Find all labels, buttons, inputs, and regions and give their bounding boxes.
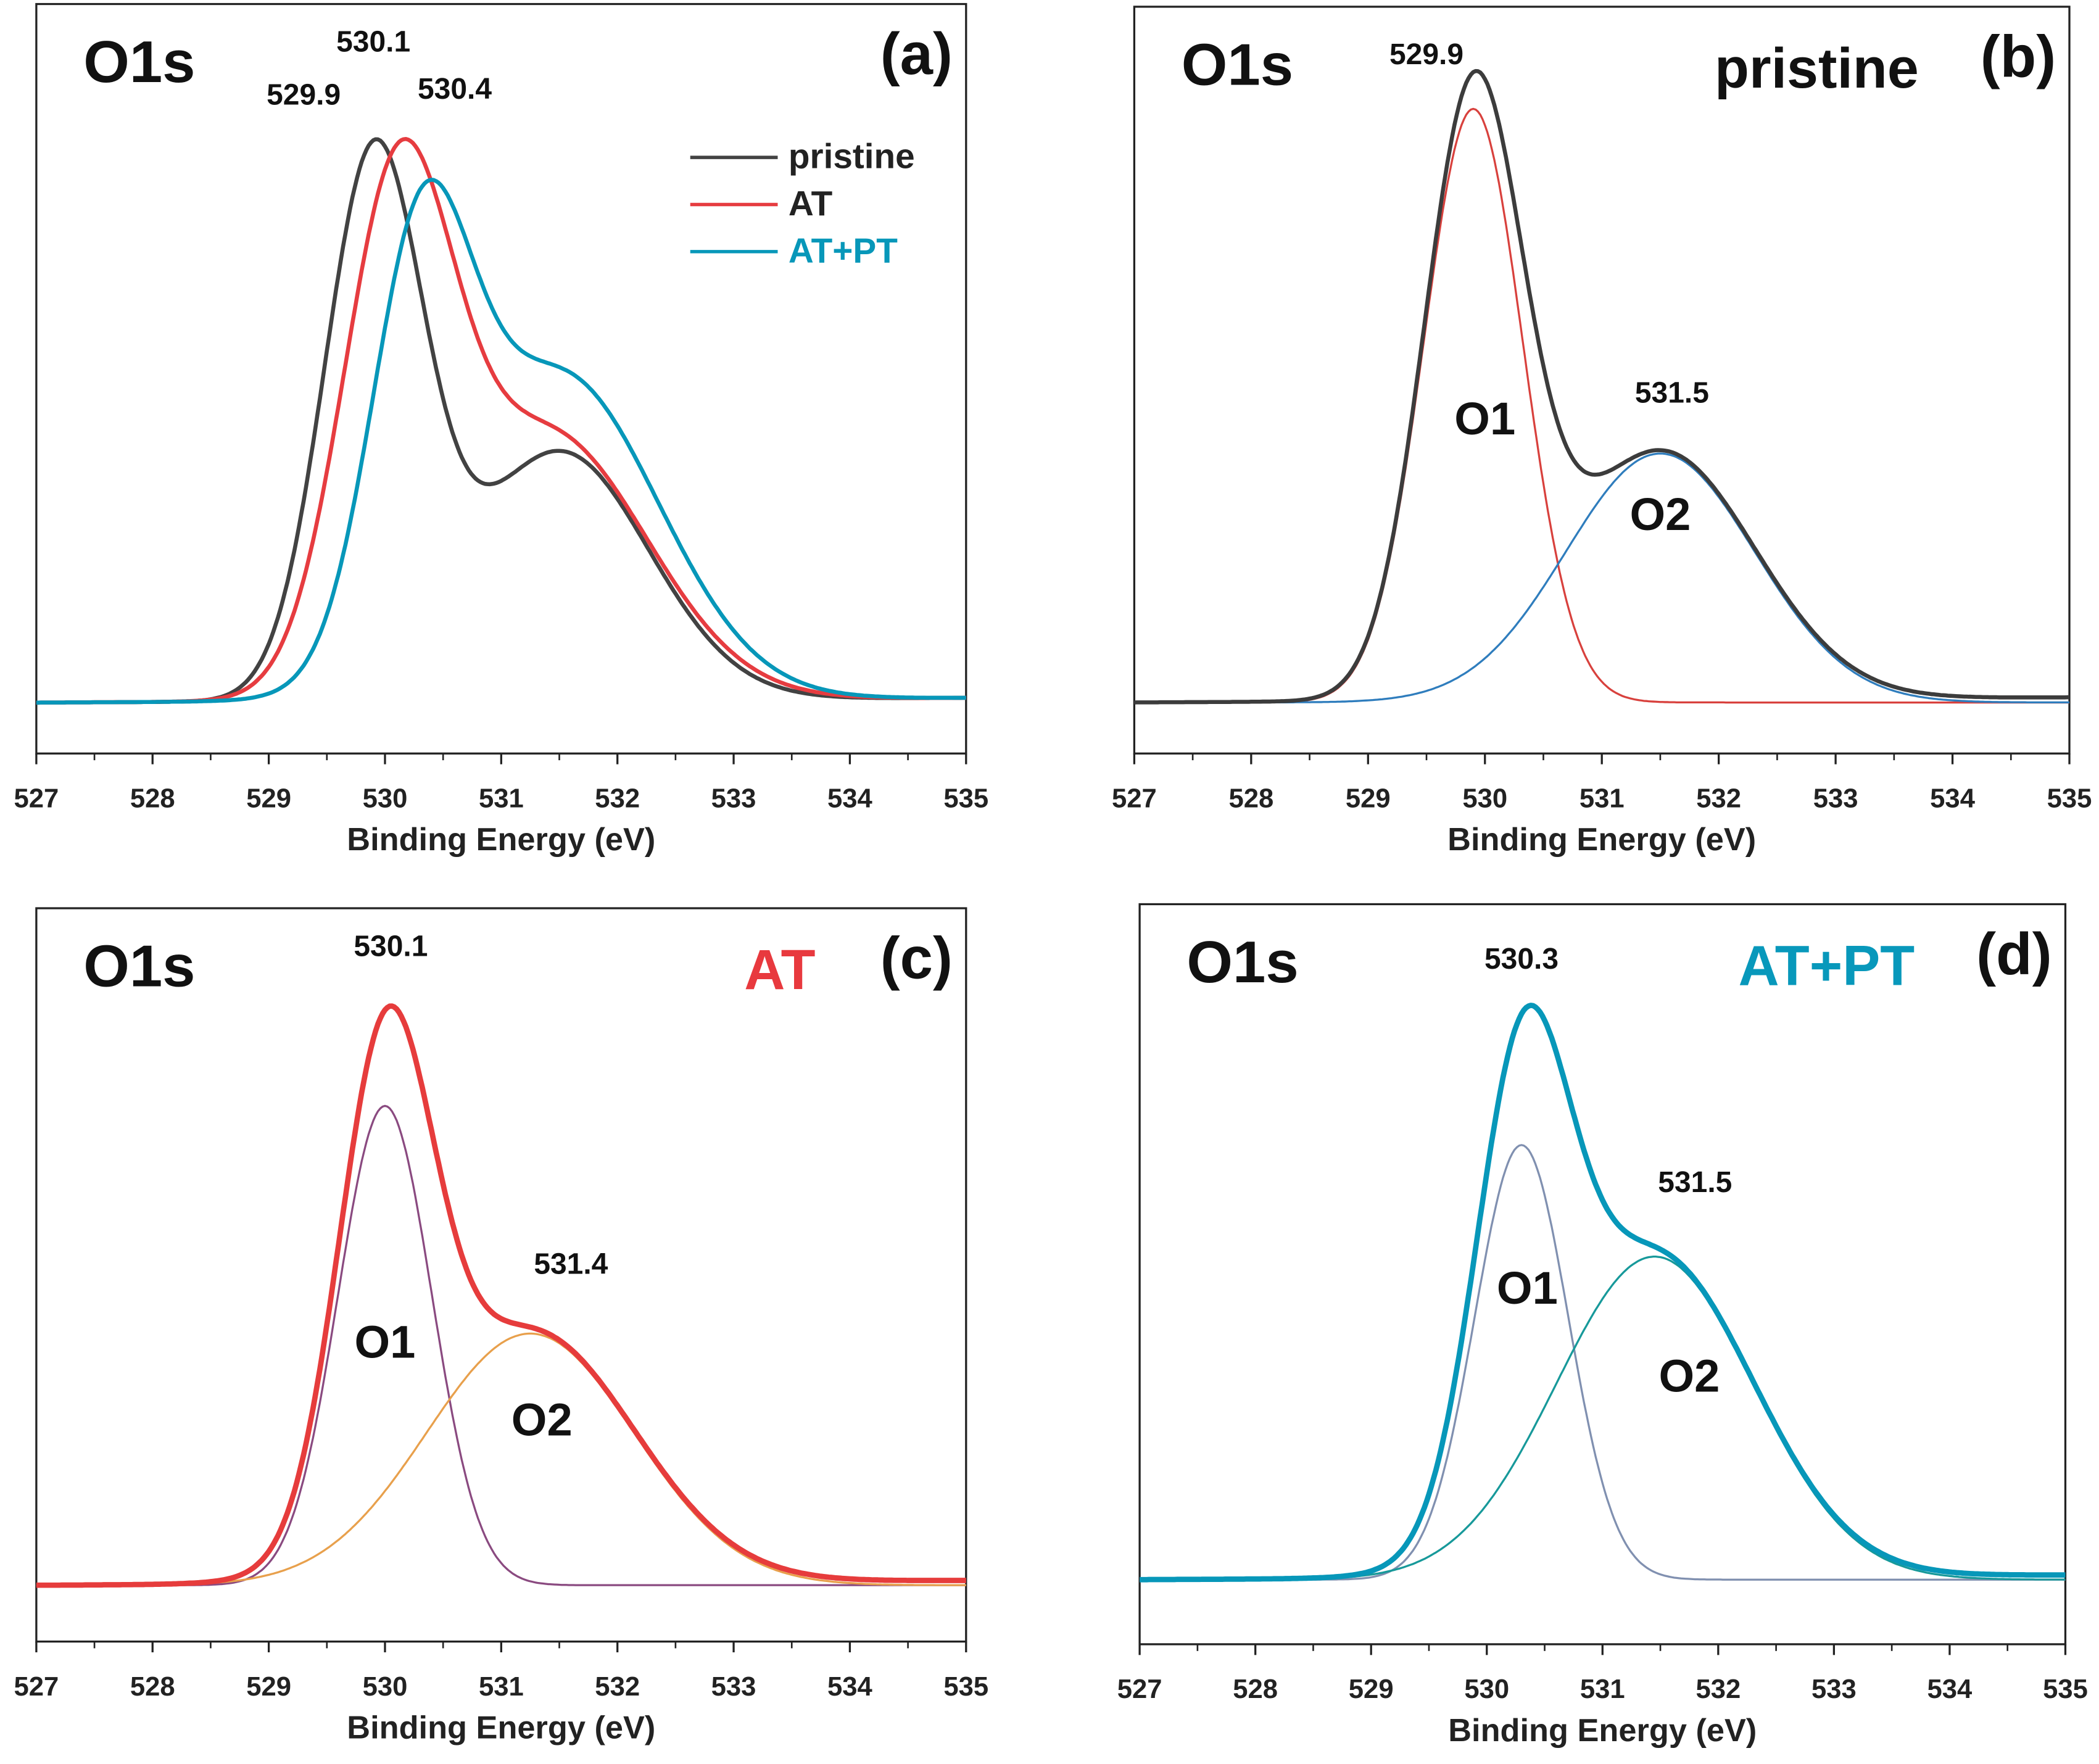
component-label: O1 bbox=[1497, 1262, 1558, 1314]
component-o2 bbox=[36, 1332, 966, 1586]
x-tick-label: 530 bbox=[1462, 784, 1507, 813]
x-tick-label: 527 bbox=[14, 784, 59, 813]
x-tick-label: 531 bbox=[479, 1672, 524, 1702]
x-tick-label: 534 bbox=[1927, 1675, 1973, 1704]
x-tick-label: 533 bbox=[711, 784, 756, 813]
x-tick-label: 534 bbox=[1930, 784, 1976, 813]
envelope-line bbox=[36, 1003, 967, 1588]
panel-label: (b) bbox=[1981, 23, 2056, 89]
x-axis-label: Binding Energy (eV) bbox=[347, 822, 655, 858]
panel-d: 527 528 529 530 531 532 533 534 535 Binding Energ… bbox=[1117, 903, 2088, 1749]
peak-position-label: 531.5 bbox=[1635, 376, 1709, 409]
core-level-title: O1s bbox=[83, 934, 195, 1000]
sample-label: AT+PT bbox=[1738, 934, 1915, 997]
panel-label: (c) bbox=[880, 925, 953, 991]
panel-label: (d) bbox=[1976, 921, 2051, 987]
component-label: O2 bbox=[1629, 489, 1691, 540]
legend-entry: AT bbox=[789, 184, 833, 223]
component-o1 bbox=[36, 1104, 966, 1586]
x-tick-label: 533 bbox=[711, 1672, 756, 1702]
plot-frame bbox=[1133, 6, 2071, 755]
plot-frame bbox=[35, 2, 967, 755]
component-label: O2 bbox=[1659, 1351, 1720, 1402]
core-level-title: O1s bbox=[1182, 31, 1293, 97]
x-tick-label: 530 bbox=[363, 1672, 408, 1702]
component-label: O2 bbox=[511, 1394, 573, 1446]
component-label: O1 bbox=[1454, 393, 1515, 444]
envelope-line bbox=[1139, 1003, 2066, 1583]
x-axis-label: Binding Energy (eV) bbox=[1448, 1713, 1757, 1749]
sample-label: AT bbox=[744, 938, 815, 1001]
series-line-at bbox=[36, 137, 966, 705]
x-tick-label: 527 bbox=[14, 1672, 59, 1702]
x-tick-label: 527 bbox=[1117, 1675, 1162, 1704]
x-tick-label: 529 bbox=[1346, 784, 1391, 813]
x-tick-label: 529 bbox=[1349, 1675, 1394, 1704]
x-tick-label: 535 bbox=[943, 784, 988, 813]
x-tick-label: 531 bbox=[1579, 784, 1625, 813]
peak-position-label: 530.3 bbox=[1484, 943, 1559, 975]
x-tick-label: 527 bbox=[1112, 784, 1157, 813]
plot-frame bbox=[35, 907, 967, 1643]
x-tick-label: 535 bbox=[2043, 1675, 2088, 1704]
x-tick-label: 533 bbox=[1811, 1675, 1857, 1704]
peak-position-label: 529.9 bbox=[267, 79, 341, 112]
x-tick-label: 533 bbox=[1813, 784, 1858, 813]
panel-label: (a) bbox=[880, 21, 953, 87]
core-level-title: O1s bbox=[83, 29, 195, 95]
peak-position-label: 531.5 bbox=[1658, 1166, 1732, 1199]
x-tick-label: 529 bbox=[246, 784, 291, 813]
x-tick-label: 535 bbox=[943, 1672, 988, 1702]
x-tick-label: 531 bbox=[1580, 1675, 1625, 1704]
core-level-title: O1s bbox=[1186, 929, 1298, 995]
peak-position-label: 529.9 bbox=[1389, 38, 1464, 71]
component-o2 bbox=[1134, 452, 2070, 704]
sample-label: pristine bbox=[1715, 37, 1919, 100]
panel-b: 527 528 529 530 531 532 533 534 535 Binding Energ… bbox=[1112, 6, 2092, 858]
x-tick-label: 528 bbox=[1233, 1675, 1278, 1704]
component-o1 bbox=[1134, 107, 2070, 704]
x-axis-label: Binding Energy (eV) bbox=[347, 1710, 655, 1746]
peak-position-label: 531.4 bbox=[534, 1248, 608, 1280]
legend-entry: AT+PT bbox=[789, 231, 898, 270]
peak-position-label: 530.1 bbox=[354, 930, 428, 963]
component-o1 bbox=[1140, 1144, 2066, 1581]
x-tick-label: 534 bbox=[827, 1672, 873, 1702]
x-tick-label: 532 bbox=[1695, 1675, 1741, 1704]
x-tick-label: 535 bbox=[2047, 784, 2092, 813]
series-line-at-pt bbox=[36, 178, 966, 705]
x-tick-label: 532 bbox=[595, 1672, 640, 1702]
x-tick-label: 528 bbox=[1228, 784, 1273, 813]
x-tick-label: 531 bbox=[479, 784, 524, 813]
x-tick-label: 528 bbox=[130, 1672, 175, 1702]
x-tick-label: 532 bbox=[595, 784, 640, 813]
legend-entry: pristine bbox=[789, 138, 915, 176]
x-tick-label: 529 bbox=[246, 1672, 291, 1702]
x-tick-label: 534 bbox=[827, 784, 873, 813]
component-o2 bbox=[1140, 1255, 2066, 1581]
plot-frame bbox=[1138, 903, 2067, 1646]
envelope-line bbox=[1134, 68, 2070, 705]
component-label: O1 bbox=[355, 1316, 416, 1367]
x-tick-label: 532 bbox=[1696, 784, 1741, 813]
x-axis-label: Binding Energy (eV) bbox=[1447, 822, 1756, 858]
peak-position-label: 530.1 bbox=[336, 25, 410, 58]
series-line-pristine bbox=[36, 137, 966, 705]
x-tick-label: 530 bbox=[363, 784, 408, 813]
panel-c: 527 528 529 530 531 532 533 534 535 Binding Energ… bbox=[14, 907, 988, 1746]
x-tick-label: 528 bbox=[130, 784, 175, 813]
peak-position-label: 530.4 bbox=[418, 73, 492, 106]
panel-a: 527 528 529 530 531 532 533 534 535 Binding Energ… bbox=[14, 2, 988, 858]
x-tick-label: 530 bbox=[1464, 1675, 1509, 1704]
